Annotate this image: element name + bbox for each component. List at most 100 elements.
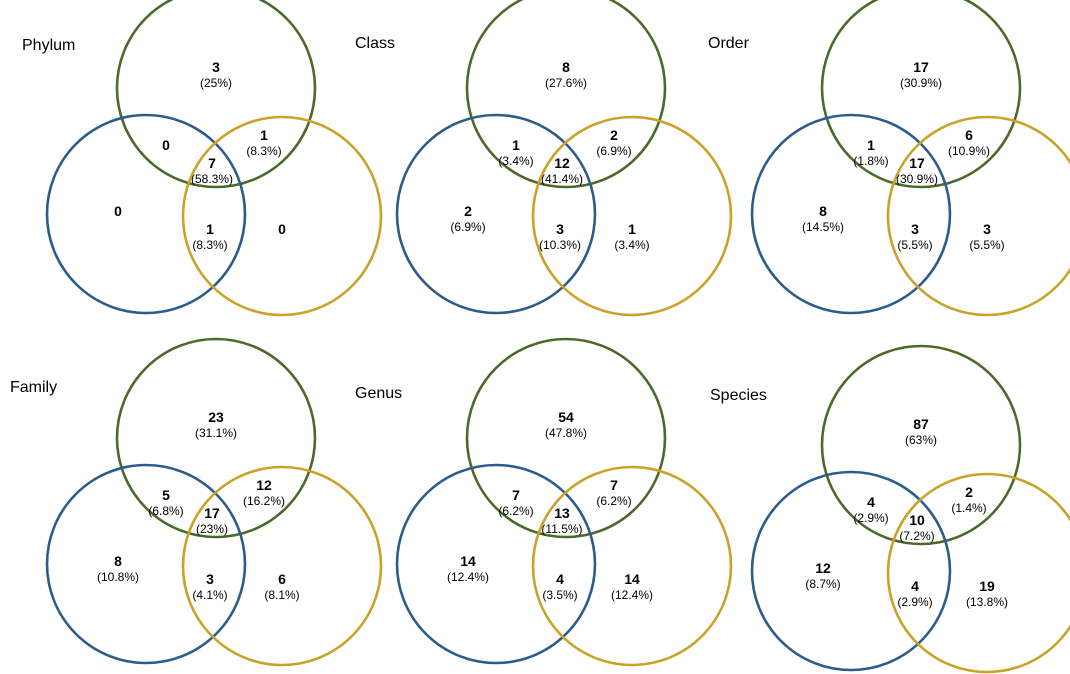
- region-count: 1: [206, 221, 214, 237]
- region-count: 12: [554, 155, 570, 171]
- region-count: 7: [512, 487, 520, 503]
- region-gold-only: 1(3.4%): [614, 221, 649, 252]
- region-count: 7: [610, 477, 618, 493]
- blue-circle: [45, 463, 247, 665]
- region-percent: (10.3%): [539, 238, 581, 252]
- region-count: 3: [212, 59, 220, 75]
- region-blue-green: 4(2.9%): [853, 494, 888, 525]
- blue-circle: [750, 470, 952, 672]
- region-blue-gold: 4(2.9%): [897, 578, 932, 609]
- region-percent: (6.2%): [596, 494, 631, 508]
- region-percent: (6.2%): [498, 504, 533, 518]
- region-count: 5: [162, 487, 170, 503]
- panel-title: Phylum: [22, 37, 75, 54]
- region-center: 7(58.3%): [191, 155, 233, 186]
- venn-panel-species: Species87(63%)4(2.9%)2(1.4%)10(7.2%)12(8…: [710, 344, 1070, 674]
- region-count: 4: [867, 494, 875, 510]
- region-percent: (14.5%): [802, 220, 844, 234]
- region-count: 12: [815, 560, 831, 576]
- region-center: 10(7.2%): [899, 512, 934, 543]
- region-count: 3: [206, 571, 214, 587]
- region-percent: (10.9%): [948, 144, 990, 158]
- region-percent: (8.3%): [246, 144, 281, 158]
- venn-panel-class: Class8(27.6%)1(3.4%)2(6.9%)12(41.4%)2(6.…: [355, 0, 733, 317]
- venn-panel-family: Family23(31.1%)5(6.8%)12(16.2%)17(23%)8(…: [10, 337, 383, 667]
- panel-title: Family: [10, 379, 57, 396]
- region-green-only: 87(63%): [905, 416, 937, 447]
- region-percent: (12.4%): [447, 570, 489, 584]
- region-count: 1: [628, 221, 636, 237]
- panel-title: Class: [355, 35, 395, 52]
- region-percent: (13.8%): [966, 595, 1008, 609]
- region-count: 17: [913, 59, 929, 75]
- region-percent: (5.5%): [969, 238, 1004, 252]
- region-gold-only: 14(12.4%): [611, 571, 653, 602]
- region-blue-gold: 3(5.5%): [897, 221, 932, 252]
- venn-panel-order: Order17(30.9%)1(1.8%)6(10.9%)17(30.9%)8(…: [708, 0, 1070, 317]
- region-count: 3: [556, 221, 564, 237]
- region-count: 3: [983, 221, 991, 237]
- region-count: 23: [208, 409, 224, 425]
- green-circle: [115, 337, 317, 539]
- region-count: 13: [554, 505, 570, 521]
- region-count: 6: [278, 571, 286, 587]
- region-percent: (4.1%): [192, 588, 227, 602]
- blue-circle: [395, 463, 597, 665]
- region-count: 10: [909, 512, 925, 528]
- region-count: 4: [911, 578, 919, 594]
- region-percent: (11.5%): [541, 522, 582, 536]
- region-count: 1: [512, 137, 520, 153]
- gold-circle: [886, 115, 1070, 317]
- region-percent: (6.9%): [596, 144, 631, 158]
- panel-title: Genus: [355, 385, 402, 402]
- region-count: 2: [610, 127, 618, 143]
- region-count: 8: [114, 553, 122, 569]
- region-center: 12(41.4%): [541, 155, 583, 186]
- region-percent: (58.3%): [191, 172, 233, 186]
- region-percent: (7.2%): [899, 529, 934, 543]
- region-gold-only: 3(5.5%): [969, 221, 1004, 252]
- region-percent: (8.7%): [805, 577, 840, 591]
- region-count: 14: [460, 553, 476, 569]
- region-blue-only: 0: [114, 203, 122, 219]
- region-green-gold: 6(10.9%): [948, 127, 990, 158]
- region-count: 2: [464, 203, 472, 219]
- gold-circle: [531, 115, 733, 317]
- region-gold-only: 0: [278, 221, 286, 237]
- region-percent: (31.1%): [195, 426, 237, 440]
- green-circle: [820, 0, 1022, 189]
- green-circle: [115, 0, 317, 189]
- region-gold-only: 19(13.8%): [966, 578, 1008, 609]
- region-blue-green: 5(6.8%): [148, 487, 183, 518]
- region-blue-only: 14(12.4%): [447, 553, 489, 584]
- region-blue-green: 7(6.2%): [498, 487, 533, 518]
- region-blue-gold: 1(8.3%): [192, 221, 227, 252]
- region-count: 2: [965, 484, 973, 500]
- region-green-gold: 7(6.2%): [596, 477, 631, 508]
- region-percent: (3.5%): [542, 588, 577, 602]
- region-count: 14: [624, 571, 640, 587]
- region-percent: (1.4%): [951, 501, 986, 515]
- region-blue-green: 0: [162, 137, 170, 153]
- region-percent: (41.4%): [541, 172, 583, 186]
- region-blue-only: 12(8.7%): [805, 560, 840, 591]
- region-blue-gold: 3(10.3%): [539, 221, 581, 252]
- region-percent: (8.1%): [264, 588, 299, 602]
- region-center: 13(11.5%): [541, 505, 582, 536]
- region-percent: (3.4%): [498, 154, 533, 168]
- region-percent: (6.9%): [450, 220, 485, 234]
- region-count: 12: [256, 477, 272, 493]
- region-percent: (2.9%): [853, 511, 888, 525]
- region-percent: (1.8%): [853, 154, 888, 168]
- gold-circle: [181, 465, 383, 667]
- region-green-gold: 1(8.3%): [246, 127, 281, 158]
- region-count: 0: [278, 221, 286, 237]
- region-center: 17(23%): [196, 505, 228, 536]
- green-circle: [465, 337, 667, 539]
- region-blue-green: 1(3.4%): [498, 137, 533, 168]
- region-count: 17: [909, 155, 925, 171]
- region-center: 17(30.9%): [896, 155, 938, 186]
- region-count: 6: [965, 127, 973, 143]
